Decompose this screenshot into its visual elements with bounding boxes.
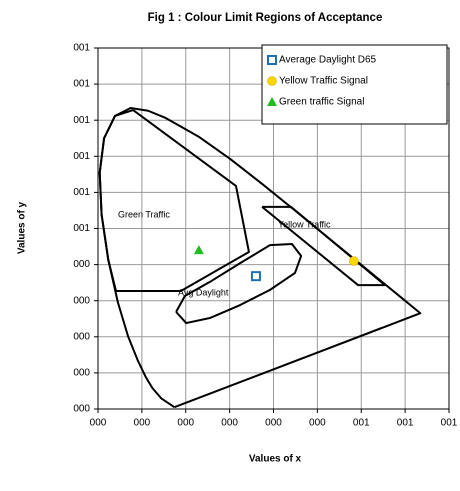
region-outline — [261, 205, 386, 287]
y-tick-label: 000 — [73, 295, 90, 306]
annotation: Yellow Traffic — [278, 219, 331, 229]
marker — [267, 76, 277, 86]
x-tick-label: 000 — [309, 418, 326, 429]
legend-label: Average Daylight D65 — [279, 55, 377, 66]
legend-label: Green traffic Signal — [279, 97, 364, 108]
y-tick-label: 001 — [73, 151, 90, 162]
y-tick-label: 000 — [73, 259, 90, 270]
y-tick-label: 001 — [73, 223, 90, 234]
y-tick-label: 000 — [73, 404, 90, 415]
y-tick-label: 001 — [73, 43, 90, 54]
x-tick-label: 000 — [177, 418, 194, 429]
x-tick-label: 001 — [441, 418, 458, 429]
x-tick-label: 000 — [265, 418, 282, 429]
chart-title: Fig 1 : Colour Limit Regions of Acceptan… — [148, 12, 383, 24]
marker — [193, 245, 204, 255]
x-tick-label: 001 — [397, 418, 414, 429]
annotation: Avg Daylight — [178, 287, 229, 297]
x-tick-label: 000 — [134, 418, 151, 429]
y-tick-label: 001 — [73, 115, 90, 126]
region-outline — [98, 109, 250, 292]
annotation: Green Traffic — [118, 209, 170, 219]
marker — [250, 271, 261, 282]
marker — [267, 97, 277, 106]
region-outline — [98, 106, 422, 409]
y-tick-label: 001 — [73, 79, 90, 90]
x-tick-label: 000 — [90, 418, 107, 429]
legend-box — [261, 44, 448, 125]
region-outline — [175, 243, 303, 325]
marker — [348, 256, 359, 266]
y-tick-label: 000 — [73, 331, 90, 342]
x-tick-label: 001 — [353, 418, 370, 429]
y-tick-label: 001 — [73, 187, 90, 198]
y-tick-label: 000 — [73, 368, 90, 379]
marker — [267, 55, 277, 65]
x-tick-label: 000 — [221, 418, 238, 429]
x-axis-label: Values of x — [249, 454, 302, 465]
y-axis-label: Values of y — [17, 201, 28, 254]
legend-label: Yellow Traffic Signal — [279, 76, 368, 87]
legend: Average Daylight D65 Yellow Traffic Signa… — [261, 44, 448, 125]
